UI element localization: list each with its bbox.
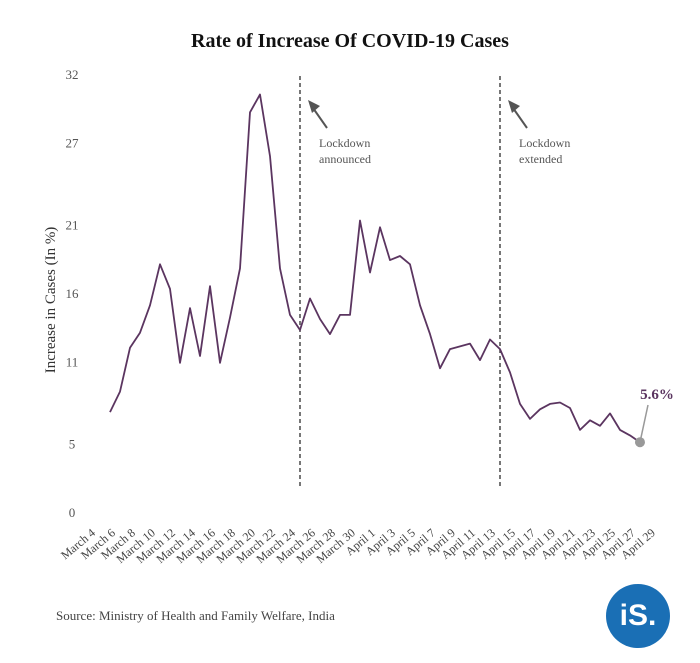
- y-tick-label: 32: [66, 67, 79, 82]
- y-tick-label: 21: [66, 218, 79, 233]
- y-tick-label: 11: [66, 354, 79, 369]
- y-tick-label: 27: [66, 135, 80, 150]
- y-tick-label: 16: [66, 286, 80, 301]
- annotation-arrowhead: [308, 100, 320, 113]
- final-value-leader: [639, 404, 649, 443]
- series-line: [109, 93, 641, 443]
- y-tick-label: 0: [69, 505, 76, 520]
- annotation-text: Lockdown: [319, 136, 370, 150]
- y-tick-label: 5: [69, 437, 76, 452]
- chart-title: Rate of Increase Of COVID-19 Cases: [191, 30, 509, 52]
- source-note: Source: Ministry of Health and Family We…: [56, 608, 335, 623]
- final-value-point: [635, 437, 645, 448]
- final-value-label: 5.6%: [640, 387, 674, 403]
- annotation-arrow: [312, 107, 328, 129]
- annotation-arrowhead: [508, 100, 520, 113]
- annotation-text: Lockdown: [519, 136, 570, 150]
- annotation-text: announced: [319, 152, 371, 166]
- y-axis-label: Increase in Cases (In %): [43, 227, 59, 374]
- annotation-text: extended: [519, 152, 562, 166]
- annotation-arrow: [512, 107, 528, 129]
- brand-logo: iS.: [606, 584, 670, 648]
